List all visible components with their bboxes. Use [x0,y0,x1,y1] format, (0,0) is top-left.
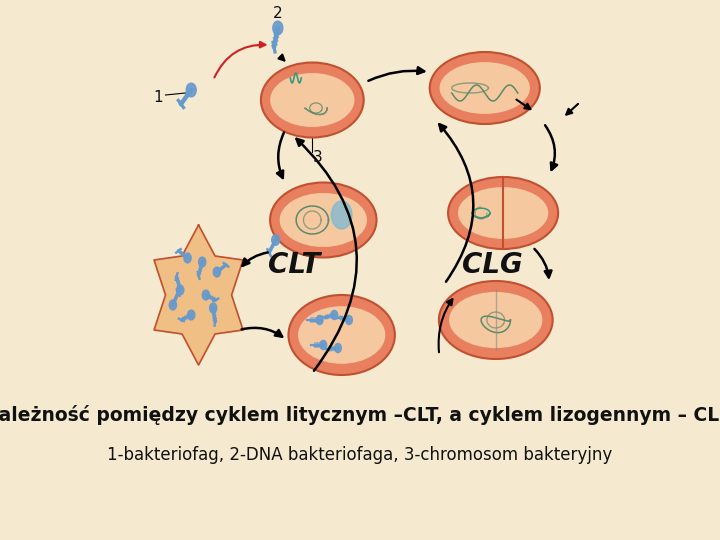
Circle shape [346,315,352,325]
Circle shape [202,290,210,300]
Ellipse shape [430,52,540,124]
Circle shape [273,21,283,35]
Circle shape [188,310,195,320]
Ellipse shape [458,187,548,239]
Circle shape [169,300,176,310]
Circle shape [176,285,184,295]
Circle shape [213,267,220,277]
Text: 1-bakteriofag, 2-DNA bakteriofaga, 3-chromosom bakteryjny: 1-bakteriofag, 2-DNA bakteriofaga, 3-chr… [107,446,613,464]
Circle shape [186,83,197,97]
Ellipse shape [270,73,354,127]
Ellipse shape [279,193,367,247]
Text: 2: 2 [273,6,283,22]
Circle shape [184,253,192,263]
Text: CLG: CLG [462,251,523,279]
Circle shape [320,340,327,349]
Ellipse shape [449,292,542,348]
Circle shape [316,315,323,325]
Text: 3: 3 [313,151,323,165]
Ellipse shape [439,281,553,359]
Ellipse shape [448,177,558,249]
Circle shape [271,235,279,245]
Text: 1: 1 [153,90,163,105]
Circle shape [331,201,352,229]
Text: CLT: CLT [268,251,320,279]
Ellipse shape [261,63,364,138]
Circle shape [210,303,217,313]
Ellipse shape [289,295,395,375]
Circle shape [331,310,338,320]
Text: Zależność pomiędzy cyklem litycznym –CLT, a cyklem lizogennym – CLG: Zależność pomiędzy cyklem litycznym –CLT… [0,405,720,425]
Ellipse shape [270,183,377,258]
Ellipse shape [298,306,385,364]
Circle shape [199,257,206,267]
Polygon shape [154,225,243,365]
Ellipse shape [440,62,530,114]
Circle shape [335,343,341,353]
